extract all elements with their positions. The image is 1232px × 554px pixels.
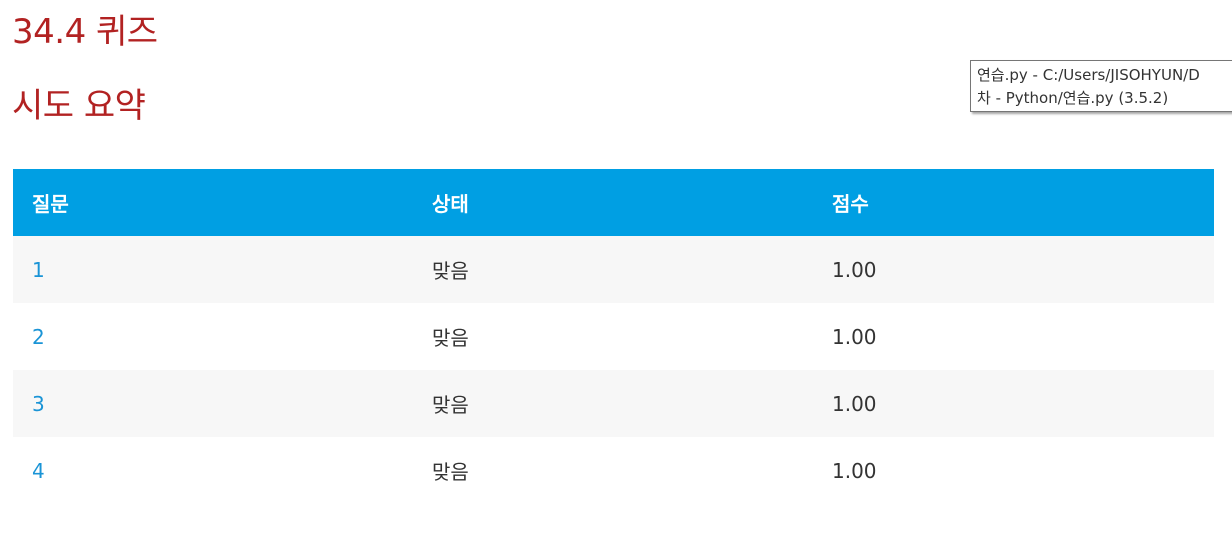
question-link[interactable]: 2 <box>13 303 413 370</box>
status-cell: 맞음 <box>413 370 813 437</box>
score-cell: 1.00 <box>813 303 1214 370</box>
attempt-summary-table: 질문 상태 점수 1 맞음 1.00 2 맞음 1.00 3 맞음 1.00 <box>13 169 1214 504</box>
question-link[interactable]: 4 <box>13 437 413 504</box>
table-row: 1 맞음 1.00 <box>13 236 1214 303</box>
table-header-row: 질문 상태 점수 <box>13 169 1214 236</box>
question-link[interactable]: 3 <box>13 370 413 437</box>
table-row: 3 맞음 1.00 <box>13 370 1214 437</box>
tooltip-line: 연습.py - C:/Users/JISOHYUN/D <box>977 66 1200 84</box>
score-cell: 1.00 <box>813 236 1214 303</box>
tooltip-line: 차 - Python/연습.py (3.5.2) <box>977 89 1169 107</box>
quiz-title: 34.4 퀴즈 <box>12 12 158 52</box>
column-header-status: 상태 <box>413 169 813 236</box>
window-tooltip: 연습.py - C:/Users/JISOHYUN/D 차 - Python/연… <box>970 60 1232 112</box>
column-header-question: 질문 <box>13 169 413 236</box>
status-cell: 맞음 <box>413 236 813 303</box>
score-cell: 1.00 <box>813 370 1214 437</box>
table-row: 4 맞음 1.00 <box>13 437 1214 504</box>
column-header-score: 점수 <box>813 169 1214 236</box>
question-link[interactable]: 1 <box>13 236 413 303</box>
attempt-summary-heading: 시도 요약 <box>12 86 146 126</box>
score-cell: 1.00 <box>813 437 1214 504</box>
status-cell: 맞음 <box>413 437 813 504</box>
table-row: 2 맞음 1.00 <box>13 303 1214 370</box>
status-cell: 맞음 <box>413 303 813 370</box>
